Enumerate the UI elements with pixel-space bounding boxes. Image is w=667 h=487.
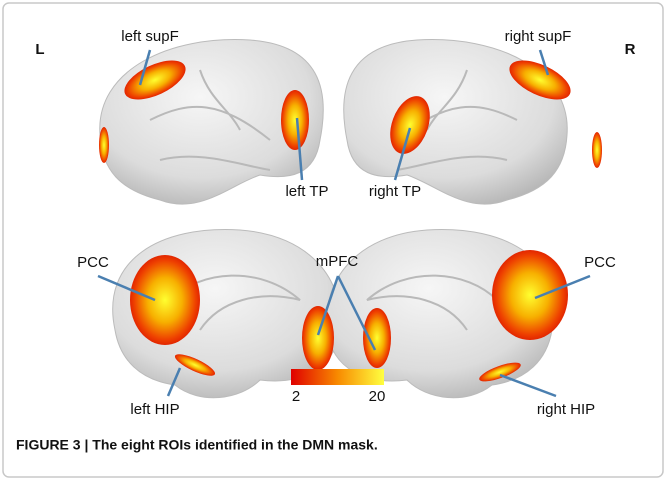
hemisphere-label: L: [35, 41, 44, 58]
colorbar-max: 20: [369, 388, 386, 405]
roi-label: left supF: [121, 28, 179, 45]
hemisphere-label: R: [625, 41, 636, 58]
roi-label: right TP: [369, 183, 421, 200]
roi-label: right HIP: [537, 401, 595, 418]
colorbar-min: 2: [292, 388, 300, 405]
caption: FIGURE 3 | The eight ROIs identified in …: [16, 437, 378, 453]
colorbar: [291, 369, 384, 385]
roi-label: PCC: [584, 254, 616, 271]
roi-label: left TP: [285, 183, 328, 200]
roi-label: left HIP: [130, 401, 179, 418]
roi-label: PCC: [77, 254, 109, 271]
figure: L R left supF right supF left TP right T…: [0, 0, 667, 482]
roi-label: right supF: [505, 28, 572, 45]
roi-label: mPFC: [316, 253, 359, 270]
